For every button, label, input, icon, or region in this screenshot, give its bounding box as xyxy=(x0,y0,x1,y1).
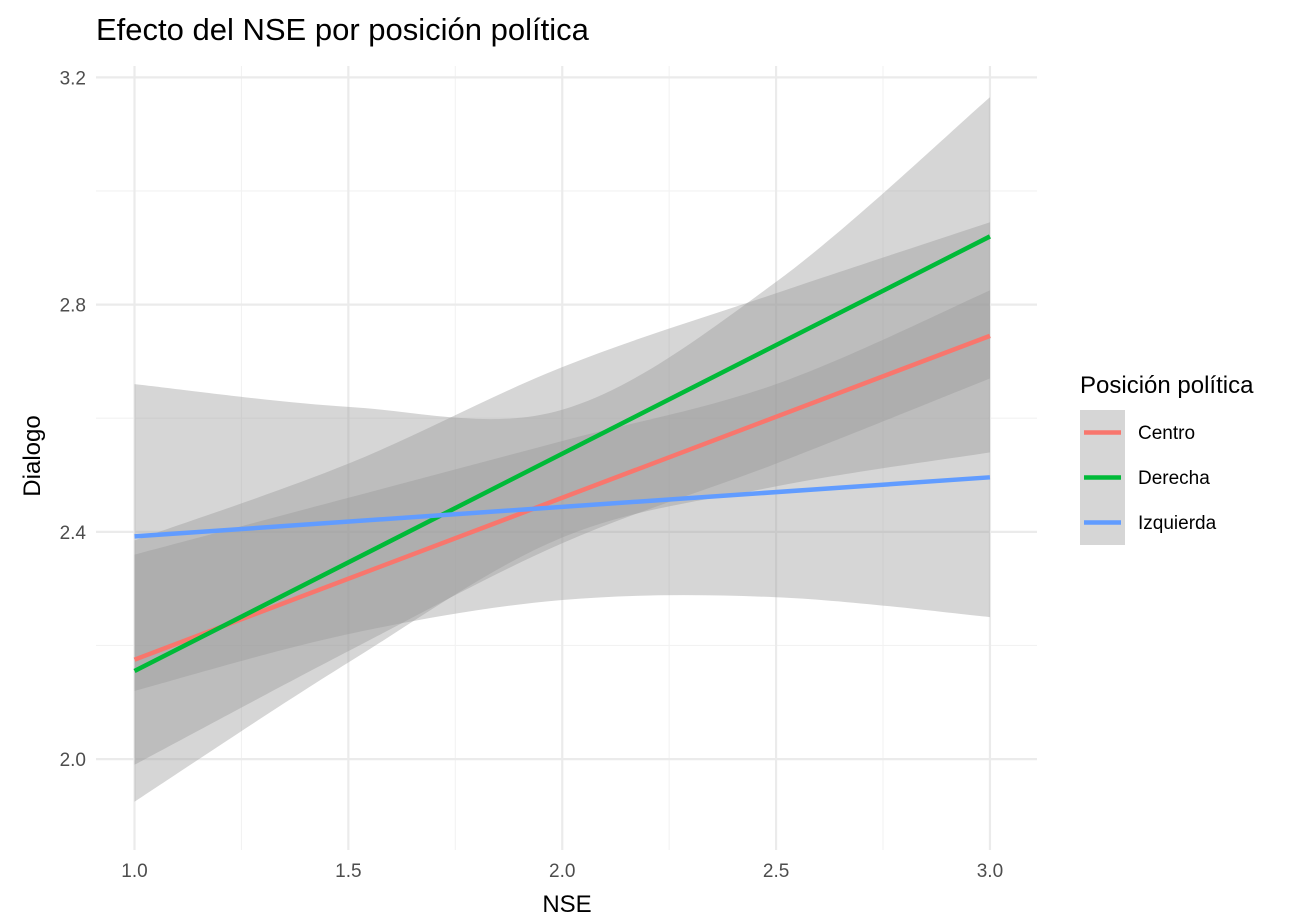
x-tick-label: 2.5 xyxy=(763,861,789,882)
y-tick-label: 2.4 xyxy=(60,523,87,544)
y-tick-label: 2.0 xyxy=(60,750,86,771)
ci-ribbon-izquierda xyxy=(134,97,990,691)
legend-label: Derecha xyxy=(1138,468,1210,489)
x-tick-label: 1.0 xyxy=(121,861,147,882)
ci-ribbon-centro xyxy=(134,290,990,765)
gridlines xyxy=(96,66,1037,850)
legend-label: Izquierda xyxy=(1138,513,1217,534)
x-tick-label: 3.0 xyxy=(977,861,1003,882)
legend: Posición política Centro Derecha Izquierda xyxy=(1080,372,1254,545)
legend-label: Centro xyxy=(1138,423,1195,444)
x-axis-title: NSE xyxy=(542,891,591,918)
confidence-ribbons xyxy=(134,97,990,802)
y-tick-label: 3.2 xyxy=(60,68,86,89)
fit-line-centro xyxy=(133,333,991,662)
legend-title: Posición política xyxy=(1080,372,1254,399)
chart-title: Efecto del NSE por posición política xyxy=(96,12,590,47)
fit-line-derecha xyxy=(133,234,991,674)
x-tick-labels: 1.0 1.5 2.0 2.5 3.0 xyxy=(121,861,1003,882)
y-axis-title: Dialogo xyxy=(19,415,46,496)
legend-item-centro: Centro xyxy=(1080,410,1195,455)
x-tick-label: 1.5 xyxy=(335,861,361,882)
ci-ribbon-derecha xyxy=(134,222,990,802)
x-tick-label: 2.0 xyxy=(549,861,575,882)
y-tick-label: 2.8 xyxy=(60,296,86,317)
legend-item-izquierda: Izquierda xyxy=(1080,500,1217,545)
legend-item-derecha: Derecha xyxy=(1080,455,1210,500)
y-tick-labels: 2.0 2.4 2.8 3.2 xyxy=(60,68,87,771)
fit-lines xyxy=(133,234,991,674)
fit-line-izquierda xyxy=(134,475,991,539)
